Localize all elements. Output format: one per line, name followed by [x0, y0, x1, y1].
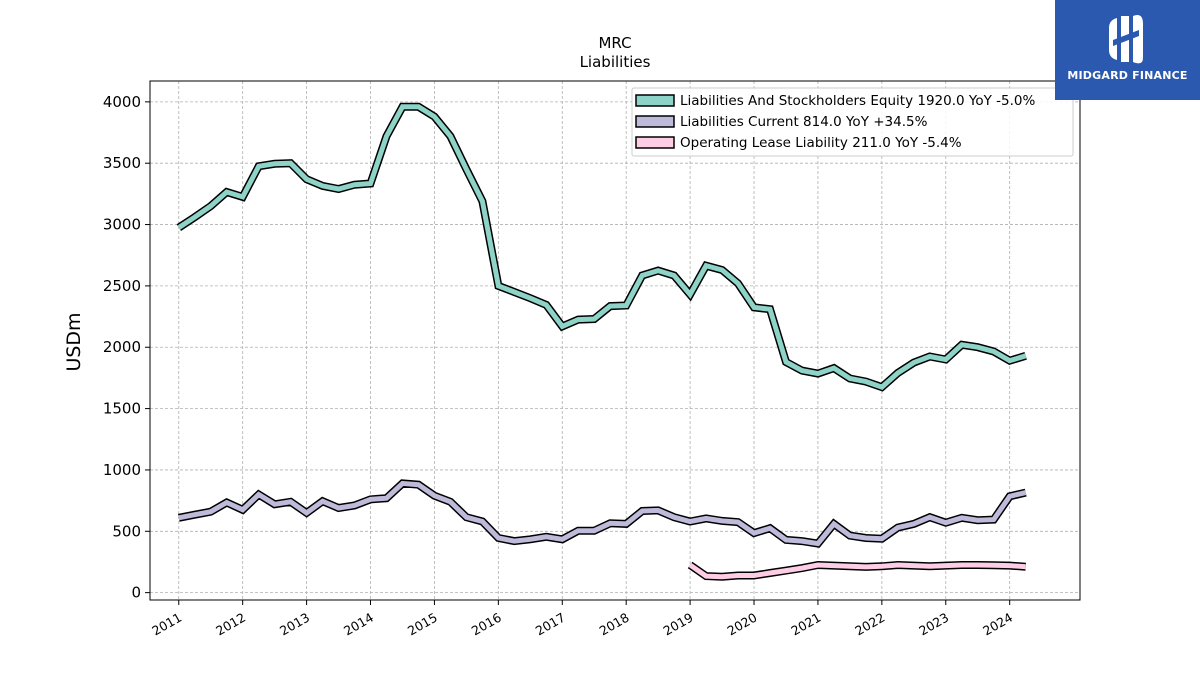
- midgard-finance-logo-icon: [1109, 15, 1143, 64]
- legend-swatch-2: [635, 115, 675, 128]
- x-tick-label: 2022: [852, 610, 887, 639]
- series-line-1: [177, 104, 1027, 390]
- x-tick-label: 2023: [916, 610, 951, 639]
- x-tick-label: 2024: [980, 610, 1015, 639]
- x-tick-label: 2011: [149, 610, 184, 639]
- chart-title: MRC: [598, 34, 631, 52]
- x-tick-label: 2013: [277, 610, 312, 639]
- plot-frame: [149, 80, 1081, 601]
- x-tick-label: 2020: [724, 610, 759, 639]
- y-tick-label: 3500: [103, 154, 141, 172]
- legend: Liabilities And Stockholders Equity 1920…: [631, 87, 1074, 157]
- x-tick-label: 2021: [788, 610, 823, 639]
- legend-label-2: Liabilities Current 814.0 YoY +34.5%: [680, 114, 928, 130]
- legend-swatch-3: [635, 136, 675, 149]
- x-tick-label: 2018: [597, 610, 632, 639]
- y-tick-label: 3000: [103, 216, 141, 234]
- x-tick-label: 2015: [405, 610, 440, 639]
- series-layer: [176, 102, 1027, 581]
- series-line-2: [178, 480, 1027, 547]
- x-tick-label: 2017: [533, 610, 568, 639]
- y-tick-label: 1000: [103, 461, 141, 479]
- x-tick-label: 2019: [661, 610, 696, 639]
- series-line-3: [688, 562, 1026, 580]
- y-tick-label: 4000: [103, 93, 141, 111]
- legend-box: [631, 87, 1074, 157]
- y-tick-label: 500: [112, 522, 141, 540]
- y-tick-label: 1500: [103, 400, 141, 418]
- x-tick-label: 2014: [341, 610, 376, 639]
- x-tick-label: 2016: [469, 610, 504, 639]
- logo-text: MIDGARD FINANCE: [1067, 69, 1188, 82]
- y-tick-label: 0: [131, 584, 141, 602]
- y-tick-label: 2500: [103, 277, 141, 295]
- axes: 0 500 1000 1500 2000 2500 3000 3500 4000 2011 2012…: [103, 93, 1015, 639]
- y-tick-label: 2000: [103, 338, 141, 356]
- legend-label-1: Liabilities And Stockholders Equity 1920…: [680, 93, 1035, 109]
- chart-subtitle: Liabilities: [580, 53, 651, 71]
- y-axis-label: USDm: [63, 312, 85, 371]
- legend-swatch-1: [635, 94, 675, 107]
- x-tick-label: 2012: [213, 610, 248, 639]
- midgard-finance-logo: MIDGARD FINANCE: [1055, 0, 1200, 100]
- legend-label-3: Operating Lease Liability 211.0 YoY -5.4…: [680, 135, 962, 151]
